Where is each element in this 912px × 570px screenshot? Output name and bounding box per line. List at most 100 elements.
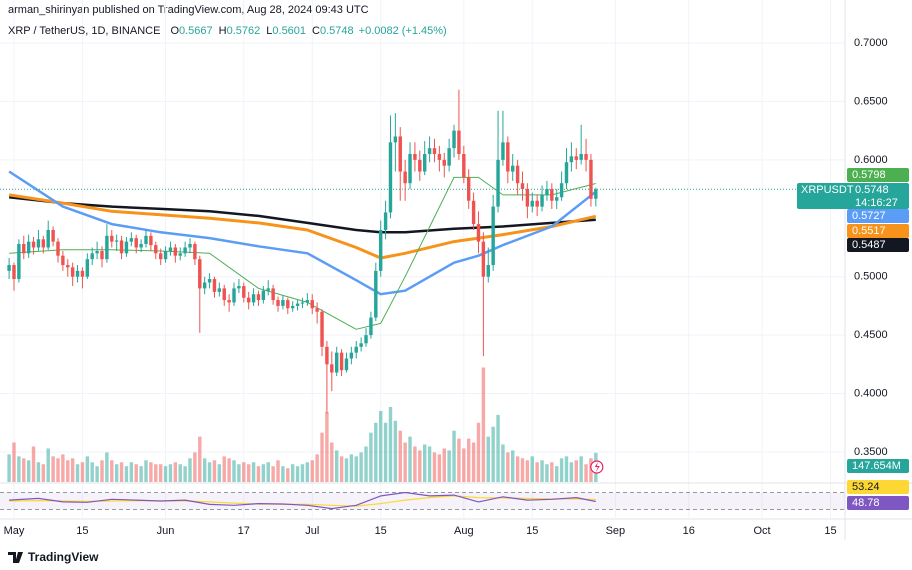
volume-bar	[114, 464, 119, 482]
volume-bar	[100, 460, 104, 482]
volume-bar	[369, 432, 373, 482]
last-price-label: 0.5748	[855, 184, 889, 196]
candle-body	[227, 300, 231, 303]
volume-bar	[452, 430, 456, 482]
volume-bar	[305, 462, 310, 482]
candle-body	[149, 235, 153, 246]
legend-label: C	[312, 25, 320, 37]
volume-bar	[242, 462, 246, 482]
candle-body	[418, 159, 422, 172]
volume-bar	[217, 464, 222, 482]
volume-bar	[12, 442, 16, 482]
candle-body	[56, 241, 60, 256]
candle-body	[183, 247, 187, 254]
candle-body	[61, 255, 65, 266]
volume-bar	[462, 448, 466, 482]
candle-body	[447, 148, 451, 166]
candle-body	[344, 358, 349, 371]
candle-body	[22, 243, 26, 254]
candle-body	[75, 270, 80, 277]
alert-bolt	[594, 462, 600, 472]
volume-bar	[56, 458, 60, 482]
candle-body	[559, 183, 564, 198]
candle-body	[471, 200, 476, 225]
volume-bar	[271, 466, 275, 482]
candle-body	[36, 239, 41, 248]
volume-label: 147.654M	[852, 460, 901, 472]
volume-bar	[550, 462, 554, 482]
candle-body	[70, 267, 75, 277]
volume-bar	[320, 432, 324, 482]
candle-body	[80, 270, 85, 277]
volume-bar	[85, 456, 90, 482]
candle-body	[295, 303, 300, 306]
volume-bar	[193, 452, 197, 482]
candle-body	[158, 253, 163, 260]
ticker-bg	[797, 183, 909, 209]
legend-value: 0.5667	[179, 25, 213, 37]
candle-body	[246, 297, 251, 303]
volume-bar	[266, 462, 270, 482]
volume-bar	[471, 442, 476, 482]
candle-body	[462, 154, 466, 178]
volume-bar	[354, 456, 358, 482]
candle-body	[51, 229, 55, 242]
candle-body	[501, 142, 505, 160]
volume-bar	[481, 367, 486, 482]
candle-body	[85, 259, 90, 277]
volume-bar	[476, 422, 481, 482]
candle-body	[594, 189, 598, 199]
volume-bar	[388, 407, 393, 482]
rsi-band	[0, 492, 845, 510]
x-tick-label: Jun	[157, 525, 175, 537]
candle-body	[266, 288, 270, 291]
x-tick-label: Jul	[305, 525, 319, 537]
volume-bar	[75, 464, 80, 482]
volume-bar	[212, 460, 217, 482]
x-tick-label: 15	[824, 525, 836, 537]
candle-body	[408, 154, 412, 184]
volume-bar	[315, 454, 319, 482]
candle-body	[334, 352, 339, 373]
legend-value: 0.5601	[272, 25, 306, 37]
candle-body	[261, 290, 266, 301]
volume-bar	[202, 458, 207, 482]
rsi-ma-line	[9, 495, 596, 507]
rsi-ma-label: 53.24	[852, 481, 880, 493]
volume-bar	[134, 464, 138, 482]
y-tick-label: 0.4500	[854, 329, 888, 341]
legend-label: H	[219, 25, 227, 37]
volume-bar	[139, 466, 143, 482]
volume-bar	[374, 422, 378, 482]
volume-bar	[256, 466, 261, 482]
candle-body	[66, 265, 70, 268]
volume-bar	[188, 458, 192, 482]
candle-body	[422, 154, 427, 172]
volume-bar	[427, 446, 432, 482]
volume-bar	[207, 462, 212, 482]
candle-body	[564, 162, 569, 184]
volume-bar	[80, 462, 85, 482]
x-tick-label: 15	[526, 525, 538, 537]
volume-bar	[496, 414, 500, 482]
candle-body	[589, 159, 593, 199]
candle-body	[369, 317, 373, 336]
candle-body	[90, 253, 94, 260]
y-tick-label: 0.5000	[854, 271, 888, 283]
rsi-line	[9, 491, 596, 510]
candle-body	[217, 288, 222, 292]
x-tick-label: 15	[375, 525, 387, 537]
grid	[0, 0, 845, 518]
candle-body	[457, 130, 461, 155]
volume-bar	[466, 438, 471, 482]
publisher: arman_shirinyan published on TradingView…	[8, 4, 369, 16]
volume-bar	[584, 464, 588, 482]
volume-bar	[261, 464, 266, 482]
candle-body	[105, 235, 109, 260]
volume-bar	[442, 448, 446, 482]
volume-bar	[457, 438, 461, 482]
volume-bar	[325, 411, 329, 482]
candle-body	[310, 300, 314, 309]
volume-bar	[545, 464, 549, 482]
